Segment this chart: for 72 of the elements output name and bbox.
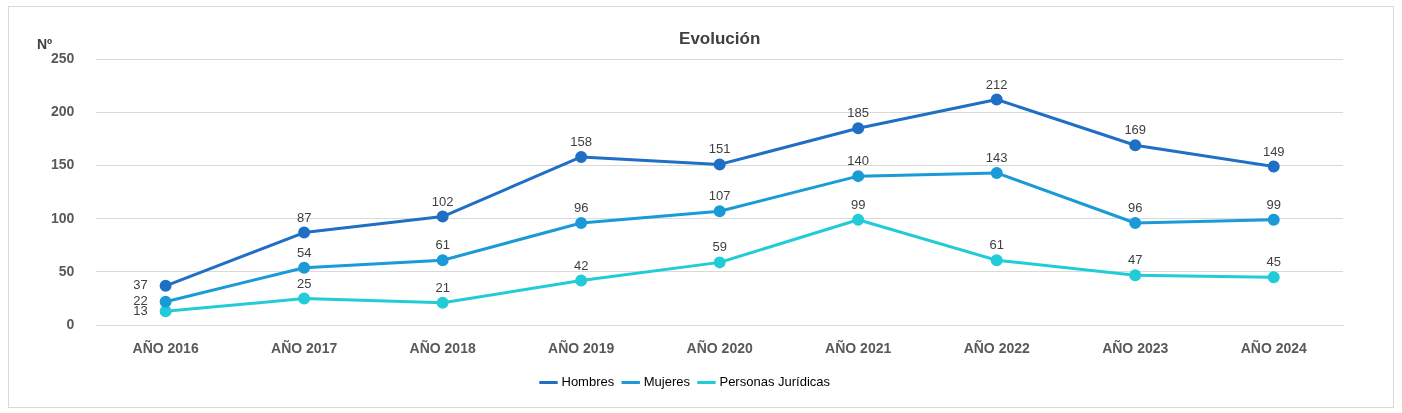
- data-label: 96: [1127, 200, 1143, 216]
- x-tick-label: AÑO 2018: [409, 339, 476, 357]
- point: [1267, 271, 1280, 284]
- chart-title: Evolución: [679, 28, 761, 48]
- data-label: 212: [985, 76, 1008, 92]
- point: [1129, 269, 1142, 282]
- point: [1267, 213, 1280, 226]
- data-label: 42: [573, 257, 589, 273]
- y-tick-label: 0: [66, 316, 75, 333]
- data-label: 96: [573, 200, 589, 216]
- point: [1129, 139, 1142, 152]
- point: [852, 170, 865, 183]
- data-label: 25: [296, 275, 312, 291]
- point: [298, 261, 311, 274]
- data-label: 158: [570, 134, 593, 150]
- point: [159, 279, 172, 292]
- data-label: 21: [435, 279, 450, 295]
- data-label: 61: [435, 237, 450, 253]
- data-label: 169: [1124, 122, 1147, 138]
- legend-label: Mujeres: [643, 374, 691, 390]
- y-tick-label: 150: [51, 156, 75, 173]
- point: [713, 256, 726, 269]
- point: [159, 295, 172, 308]
- legend-label: Hombres: [561, 374, 615, 390]
- x-tick-label: AÑO 2021: [825, 339, 892, 357]
- x-tick-label: AÑO 2022: [963, 339, 1030, 357]
- x-tick-label: AÑO 2017: [271, 339, 338, 357]
- point: [436, 296, 449, 309]
- point: [159, 305, 172, 318]
- data-label: 107: [708, 188, 731, 204]
- point: [852, 213, 865, 226]
- point: [575, 216, 588, 229]
- point: [575, 150, 588, 163]
- point: [852, 122, 865, 135]
- y-tick-label: 100: [51, 209, 75, 226]
- data-label: 99: [1266, 196, 1281, 212]
- data-label: 54: [296, 244, 312, 260]
- x-tick-label: AÑO 2019: [548, 339, 615, 357]
- x-tick-label: AÑO 2016: [132, 339, 199, 357]
- point: [713, 205, 726, 218]
- y-tick-label: 50: [58, 262, 75, 279]
- data-label: 143: [985, 150, 1008, 166]
- data-label: 37: [133, 277, 148, 293]
- y-axis-title: Nº: [37, 35, 53, 52]
- point: [1267, 160, 1280, 173]
- data-label: 185: [847, 105, 870, 121]
- data-label: 151: [708, 141, 731, 157]
- y-tick-label: 250: [51, 49, 75, 66]
- x-tick-label: AÑO 2024: [1240, 339, 1308, 357]
- data-label: 140: [847, 153, 870, 169]
- point: [298, 292, 311, 305]
- point: [990, 254, 1003, 267]
- data-label: 45: [1266, 254, 1281, 270]
- point: [575, 274, 588, 287]
- data-label: 47: [1127, 252, 1143, 268]
- y-tick-label: 200: [51, 103, 75, 120]
- data-label: 149: [1262, 143, 1285, 159]
- point: [990, 166, 1003, 179]
- point: [436, 254, 449, 267]
- point: [990, 93, 1003, 106]
- x-tick-label: AÑO 2023: [1102, 339, 1169, 357]
- point: [298, 226, 311, 239]
- data-label: 99: [850, 196, 866, 212]
- legend-label: Personas Jurídicas: [719, 374, 831, 390]
- point: [713, 158, 726, 171]
- data-label: 87: [296, 209, 312, 225]
- data-label: 102: [431, 193, 454, 209]
- data-label: 59: [712, 239, 727, 255]
- point: [1129, 216, 1142, 229]
- point: [436, 210, 449, 223]
- x-tick-label: AÑO 2020: [686, 339, 753, 357]
- data-label: 61: [989, 237, 1004, 253]
